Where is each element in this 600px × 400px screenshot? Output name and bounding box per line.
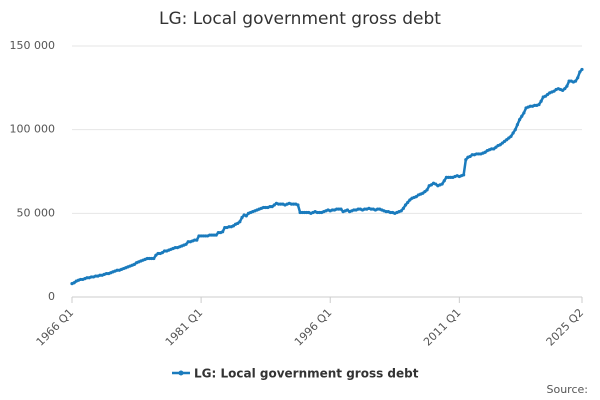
x-tick-label: 1996 Q1 bbox=[292, 306, 335, 349]
data-point bbox=[498, 143, 502, 147]
data-point bbox=[511, 131, 515, 135]
data-point bbox=[509, 134, 513, 138]
x-tick-label: 1981 Q1 bbox=[163, 306, 206, 349]
data-point bbox=[423, 189, 427, 194]
x-tick-label: 2011 Q1 bbox=[421, 306, 464, 349]
data-point bbox=[565, 84, 569, 88]
data-point bbox=[152, 256, 156, 261]
y-tick-label: 0 bbox=[48, 290, 55, 303]
data-point bbox=[502, 139, 507, 143]
data-point bbox=[421, 191, 425, 195]
data-point bbox=[434, 182, 438, 186]
data-point bbox=[214, 233, 218, 237]
data-point bbox=[515, 123, 520, 127]
data-point bbox=[573, 79, 578, 83]
data-point bbox=[500, 141, 504, 145]
data-point bbox=[195, 238, 199, 242]
y-tick-label: 150 000 bbox=[10, 39, 56, 52]
data-point bbox=[406, 200, 410, 205]
data-point bbox=[72, 281, 76, 285]
data-point bbox=[231, 224, 235, 228]
data-point bbox=[576, 76, 580, 80]
data-point bbox=[520, 114, 524, 118]
data-point bbox=[270, 205, 274, 209]
data-point bbox=[539, 99, 543, 103]
data-point bbox=[464, 158, 468, 162]
series-line bbox=[71, 68, 583, 285]
data-point bbox=[429, 183, 433, 187]
data-point bbox=[507, 136, 511, 140]
data-point bbox=[537, 102, 541, 107]
y-tick-label: 100 000 bbox=[10, 123, 56, 136]
data-point bbox=[184, 242, 188, 246]
data-point bbox=[545, 92, 550, 97]
data-point bbox=[425, 188, 429, 192]
data-point bbox=[401, 206, 405, 210]
legend-label: LG: Local government gross debt bbox=[194, 367, 419, 381]
data-point bbox=[403, 203, 408, 207]
x-tick-label: 1966 Q1 bbox=[34, 306, 77, 349]
data-point bbox=[236, 221, 240, 225]
data-point bbox=[580, 67, 584, 72]
chart-title: LG: Local government gross debt bbox=[159, 9, 441, 29]
source: Source: bbox=[547, 383, 589, 396]
data-point bbox=[408, 198, 412, 202]
data-point bbox=[272, 203, 276, 207]
data-point bbox=[522, 111, 526, 115]
x-tick-label: 2025 Q2 bbox=[544, 306, 587, 349]
data-point bbox=[543, 94, 548, 98]
data-point bbox=[552, 89, 556, 93]
data-point bbox=[561, 88, 565, 92]
data-point bbox=[160, 251, 164, 255]
legend-marker bbox=[178, 370, 184, 376]
data-point bbox=[399, 209, 403, 213]
data-point bbox=[578, 70, 582, 74]
data-point bbox=[505, 138, 509, 142]
data-point bbox=[563, 87, 567, 91]
data-point bbox=[468, 154, 472, 159]
data-point bbox=[517, 118, 522, 122]
data-point bbox=[238, 220, 242, 224]
data-point bbox=[296, 203, 300, 207]
data-point bbox=[414, 195, 418, 199]
data-point bbox=[462, 173, 466, 177]
y-tick-label: 50 000 bbox=[17, 206, 56, 219]
data-point bbox=[492, 147, 496, 151]
data-point bbox=[483, 150, 487, 154]
data-point bbox=[440, 182, 444, 186]
data-point bbox=[244, 214, 248, 218]
data-point bbox=[345, 208, 350, 212]
data-point bbox=[132, 262, 137, 266]
data-point bbox=[494, 145, 498, 149]
data-point bbox=[513, 128, 517, 132]
data-point bbox=[442, 179, 446, 183]
data-point bbox=[240, 215, 244, 220]
data-point bbox=[154, 253, 158, 257]
data-point bbox=[221, 230, 225, 234]
data-point bbox=[339, 207, 343, 211]
